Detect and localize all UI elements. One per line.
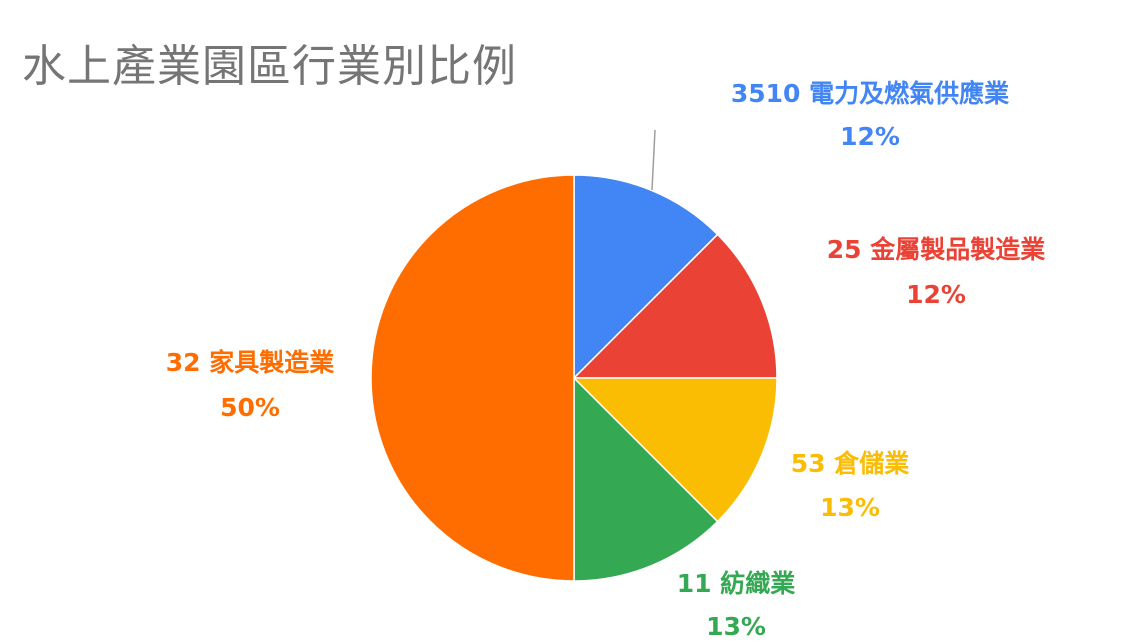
slice-name-label: 11 紡織業 [677,569,796,598]
pie-slice [572,233,778,379]
pie-slice [370,174,575,582]
slice-percent-label: 13% [706,612,766,641]
slice-percent-label: 13% [820,493,880,522]
pie-slice [572,377,778,523]
leader-line [651,129,656,191]
pie-slice [573,376,719,582]
slice-name-label: 53 倉儲業 [791,449,910,478]
slice-percent-label: 12% [906,280,966,309]
pie-slice [573,174,719,380]
slice-name-label: 32 家具製造業 [166,348,335,377]
slice-name-label: 25 金屬製品製造業 [827,235,1046,264]
slice-percent-label: 50% [220,393,280,422]
slice-name-label: 3510 電力及燃氣供應業 [731,79,1009,108]
slice-percent-label: 12% [840,122,900,151]
chart-title: 水上產業園區行業別比例 [22,41,517,92]
